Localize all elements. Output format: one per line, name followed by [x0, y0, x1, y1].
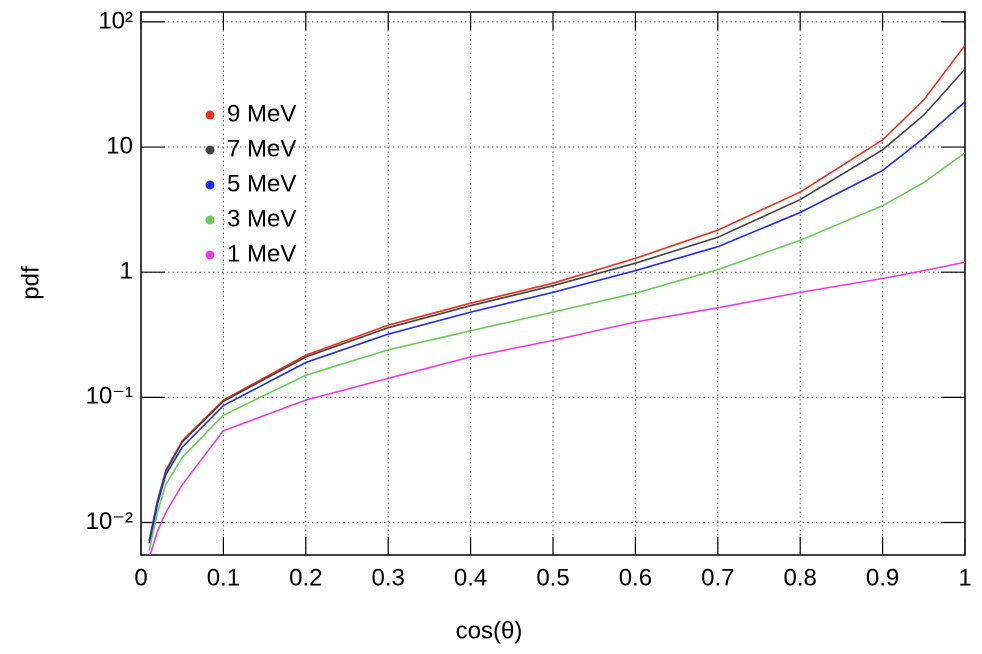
y-tick-label: 10²	[98, 7, 133, 34]
series-line	[149, 261, 965, 555]
x-tick-label: 0.7	[701, 564, 734, 591]
legend-marker	[205, 215, 215, 225]
legend-label: 1 MeV	[227, 240, 296, 267]
y-tick-label: 10⁻²	[86, 508, 133, 535]
plot-frame	[140, 11, 966, 556]
legend-marker	[205, 110, 215, 120]
series-line	[148, 152, 965, 551]
legend-marker	[205, 180, 215, 190]
x-tick-label: 0.1	[207, 564, 240, 591]
y-tick-label: 10	[106, 132, 133, 159]
x-tick-label: 0.9	[866, 564, 899, 591]
legend-label: 7 MeV	[227, 135, 296, 162]
legend-label: 5 MeV	[227, 170, 296, 197]
x-tick-label: 0.4	[454, 564, 487, 591]
y-tick-label: 1	[120, 258, 133, 285]
y-axis-label: pdf	[17, 266, 44, 300]
legend-marker	[205, 145, 215, 155]
x-tick-label: 0.3	[372, 564, 405, 591]
x-tick-label: 0	[134, 564, 147, 591]
legend-marker	[205, 250, 215, 260]
legend-label: 3 MeV	[227, 205, 296, 232]
y-tick-label: 10⁻¹	[86, 383, 133, 410]
x-tick-label: 0.2	[289, 564, 322, 591]
series-line	[148, 68, 965, 542]
x-tick-label: 0.8	[784, 564, 817, 591]
series-line	[148, 101, 965, 544]
x-tick-label: 0.5	[536, 564, 569, 591]
x-tick-label: 1	[958, 564, 971, 591]
x-tick-label: 0.6	[619, 564, 652, 591]
x-axis-label: cos(θ)	[456, 617, 523, 644]
legend-label: 9 MeV	[227, 100, 296, 127]
